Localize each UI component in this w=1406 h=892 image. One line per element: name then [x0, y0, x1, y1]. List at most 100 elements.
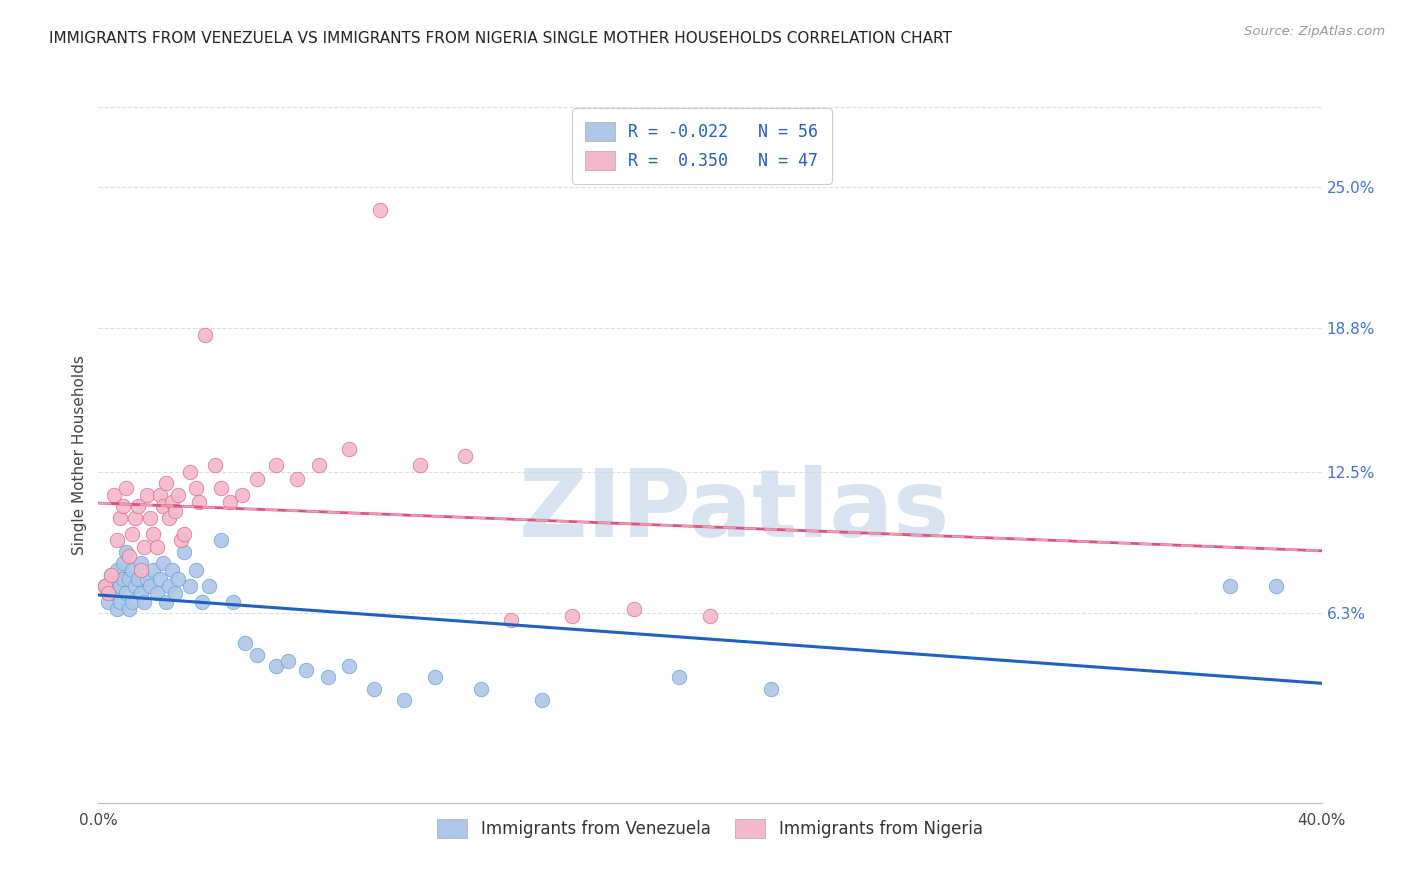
Point	[1219, 579, 1241, 593]
Point	[152, 500, 174, 514]
Point	[170, 533, 193, 548]
Point	[111, 500, 134, 514]
Point	[127, 500, 149, 514]
Point	[129, 563, 152, 577]
Point	[454, 449, 477, 463]
Point	[167, 572, 190, 586]
Point	[246, 472, 269, 486]
Point	[561, 608, 583, 623]
Point	[127, 572, 149, 586]
Point	[103, 572, 125, 586]
Point	[188, 494, 211, 508]
Point	[308, 458, 330, 473]
Point	[163, 586, 186, 600]
Point	[337, 659, 360, 673]
Point	[115, 586, 138, 600]
Point	[115, 481, 138, 495]
Point	[173, 526, 195, 541]
Point	[530, 693, 553, 707]
Point	[103, 488, 125, 502]
Point	[337, 442, 360, 457]
Point	[100, 567, 122, 582]
Point	[759, 681, 782, 696]
Point	[155, 595, 177, 609]
Point	[408, 458, 430, 473]
Point	[699, 608, 721, 623]
Point	[105, 563, 128, 577]
Point	[136, 572, 159, 586]
Point	[155, 476, 177, 491]
Point	[246, 648, 269, 662]
Point	[501, 613, 523, 627]
Point	[145, 586, 167, 600]
Point	[316, 670, 339, 684]
Point	[129, 556, 152, 570]
Point	[179, 579, 201, 593]
Point	[93, 579, 115, 593]
Point	[111, 556, 134, 570]
Point	[163, 504, 186, 518]
Point	[145, 541, 167, 555]
Point	[157, 510, 180, 524]
Point	[264, 659, 287, 673]
Point	[231, 488, 253, 502]
Point	[191, 595, 214, 609]
Point	[134, 541, 156, 555]
Point	[149, 488, 172, 502]
Point	[295, 664, 318, 678]
Point	[111, 572, 134, 586]
Point	[160, 563, 183, 577]
Point	[118, 549, 141, 564]
Point	[139, 579, 162, 593]
Point	[118, 572, 141, 586]
Point	[105, 602, 128, 616]
Point	[129, 586, 152, 600]
Point	[167, 488, 190, 502]
Point	[93, 579, 115, 593]
Point	[194, 328, 217, 343]
Point	[121, 595, 143, 609]
Point	[197, 579, 219, 593]
Point	[668, 670, 690, 684]
Point	[423, 670, 446, 684]
Point	[204, 458, 226, 473]
Point	[285, 472, 308, 486]
Text: IMMIGRANTS FROM VENEZUELA VS IMMIGRANTS FROM NIGERIA SINGLE MOTHER HOUSEHOLDS CO: IMMIGRANTS FROM VENEZUELA VS IMMIGRANTS …	[49, 31, 952, 46]
Point	[623, 602, 645, 616]
Legend: Immigrants from Venezuela, Immigrants from Nigeria: Immigrants from Venezuela, Immigrants fr…	[429, 811, 991, 847]
Point	[264, 458, 287, 473]
Point	[108, 579, 131, 593]
Point	[179, 465, 201, 479]
Point	[233, 636, 256, 650]
Point	[124, 510, 146, 524]
Point	[118, 602, 141, 616]
Point	[470, 681, 492, 696]
Point	[134, 595, 156, 609]
Point	[186, 563, 208, 577]
Point	[222, 595, 245, 609]
Point	[149, 572, 172, 586]
Point	[115, 545, 138, 559]
Point	[97, 586, 120, 600]
Y-axis label: Single Mother Households: Single Mother Households	[72, 355, 87, 555]
Point	[209, 533, 232, 548]
Point	[108, 595, 131, 609]
Point	[121, 563, 143, 577]
Point	[105, 533, 128, 548]
Point	[100, 567, 122, 582]
Point	[160, 494, 183, 508]
Point	[124, 579, 146, 593]
Text: Source: ZipAtlas.com: Source: ZipAtlas.com	[1244, 25, 1385, 38]
Point	[108, 510, 131, 524]
Point	[136, 488, 159, 502]
Point	[142, 526, 165, 541]
Point	[1264, 579, 1286, 593]
Text: ZIPatlas: ZIPatlas	[519, 465, 950, 557]
Point	[363, 681, 385, 696]
Point	[186, 481, 208, 495]
Point	[152, 556, 174, 570]
Point	[103, 586, 125, 600]
Point	[392, 693, 416, 707]
Point	[209, 481, 232, 495]
Point	[97, 595, 120, 609]
